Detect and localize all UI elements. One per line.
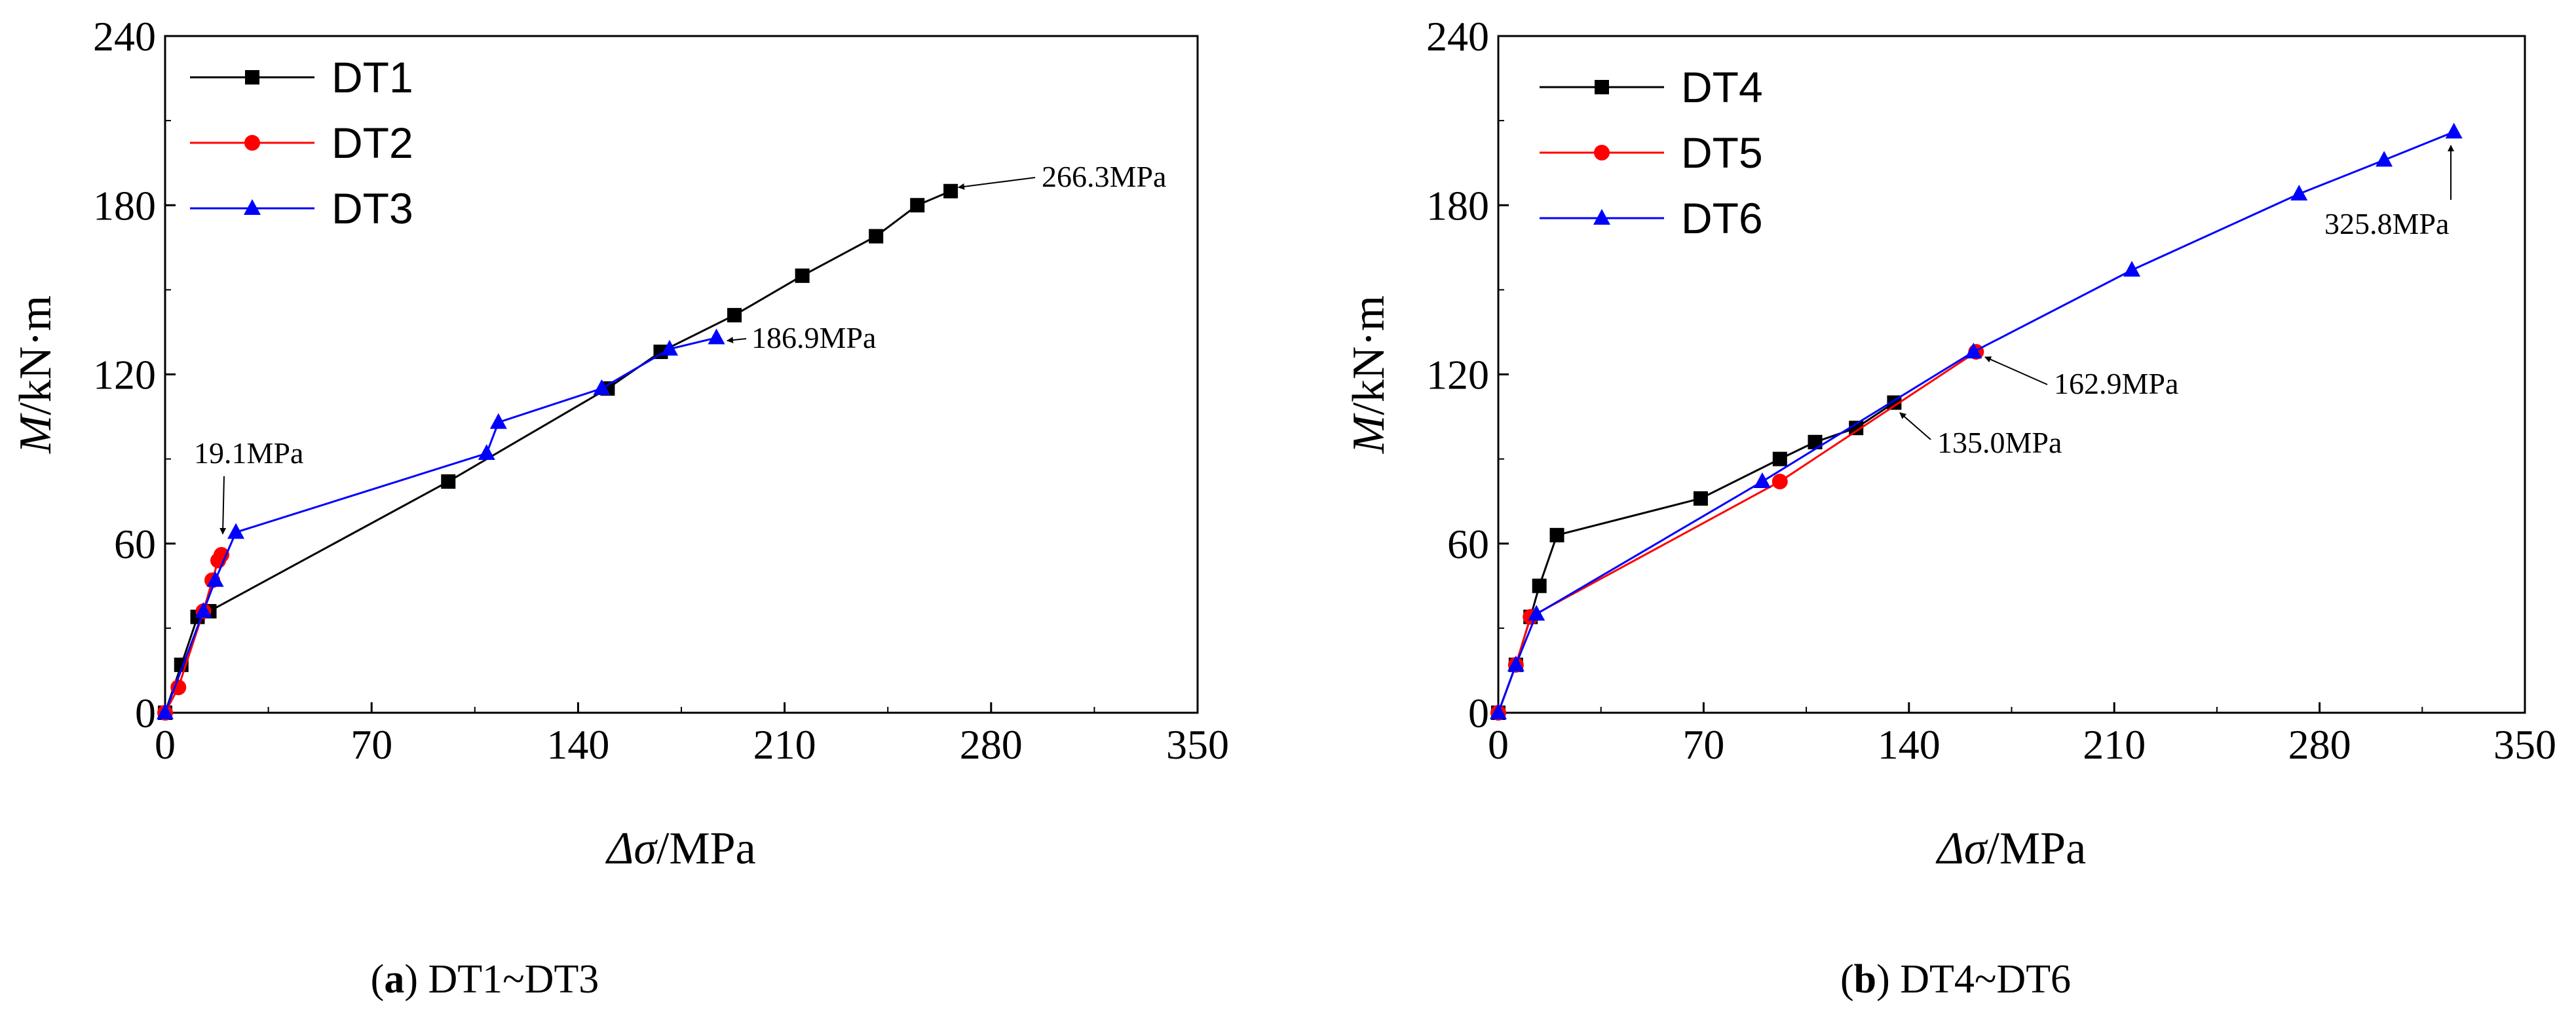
- data-point-dt3: [593, 379, 611, 396]
- data-point-dt4: [1849, 421, 1864, 436]
- data-point-dt1: [910, 198, 925, 213]
- annotation-label: 19.1MPa: [194, 436, 303, 470]
- data-point-dt6: [1753, 472, 1771, 489]
- data-point-dt6: [2376, 151, 2393, 167]
- y-tick-label: 120: [1426, 352, 1489, 398]
- legend-label-dt1: DT1: [331, 53, 413, 102]
- x-tick-label: 140: [546, 721, 609, 768]
- data-point-dt3: [227, 523, 245, 539]
- annotation-label: 325.8MPa: [2324, 207, 2449, 240]
- annotation-label: 266.3MPa: [1042, 160, 1166, 193]
- data-point-dt6: [1490, 704, 1507, 719]
- annotation-label: 162.9MPa: [2054, 367, 2178, 400]
- legend-marker-dt4: [1595, 80, 1609, 94]
- caption-b: (b) DT4~DT6: [1840, 957, 2071, 1002]
- annotation-arrow: [1899, 412, 1931, 440]
- data-point-dt3: [206, 571, 224, 587]
- legend-label-dt4: DT4: [1681, 63, 1763, 111]
- x-tick-label: 0: [1488, 721, 1509, 768]
- data-point-dt6: [2445, 123, 2463, 139]
- y-tick-label: 180: [1426, 182, 1489, 229]
- legend-marker-dt5: [1594, 145, 1610, 161]
- x-tick-label: 350: [1166, 721, 1229, 768]
- data-point-dt5: [1771, 474, 1788, 490]
- data-point-dt3: [478, 444, 495, 461]
- data-point-dt3: [489, 413, 507, 429]
- legend-label-dt6: DT6: [1681, 194, 1763, 242]
- y-tick-label: 0: [1468, 690, 1489, 736]
- x-axis-label: Δσ/MPa: [605, 823, 755, 874]
- legend-label-dt2: DT2: [331, 119, 413, 167]
- data-point-dt3: [708, 328, 725, 345]
- data-point-dt4: [1772, 451, 1787, 466]
- x-tick-label: 210: [2083, 721, 2146, 768]
- data-point-dt6: [1507, 655, 1525, 671]
- annotation-label: 135.0MPa: [1937, 426, 2062, 459]
- plot-frame: [1497, 35, 2526, 714]
- figure-captions: (a) DT1~DT3 (b) DT4~DT6: [371, 957, 2071, 1002]
- y-tick-label: 120: [93, 352, 156, 398]
- x-tick-label: 280: [2288, 721, 2351, 768]
- x-axis-label: Δσ/MPa: [1935, 823, 2086, 874]
- annotation-arrow: [727, 337, 747, 344]
- data-point-dt3: [660, 339, 678, 356]
- data-point-dt2: [170, 679, 187, 696]
- annotation-arrow: [1984, 356, 2048, 385]
- data-point-dt3: [157, 704, 174, 719]
- data-point-dt6: [1965, 343, 1982, 359]
- series-line-dt3: [164, 337, 717, 713]
- data-point-dt1: [869, 229, 884, 244]
- legend-marker-dt2: [244, 135, 260, 151]
- data-point-dt1: [727, 308, 742, 323]
- data-point-dt6: [2290, 185, 2308, 201]
- y-tick-label: 60: [1447, 521, 1489, 567]
- y-tick-label: 0: [135, 690, 156, 736]
- legend-marker-dt3: [244, 199, 261, 215]
- legend-marker-dt1: [245, 70, 259, 85]
- annotation-arrow: [958, 177, 1036, 190]
- y-tick-label: 60: [114, 521, 156, 567]
- series-line-dt4: [1497, 402, 1895, 713]
- legend-label-dt3: DT3: [331, 184, 413, 233]
- x-tick-label: 210: [753, 721, 816, 768]
- data-point-dt4: [1693, 491, 1708, 506]
- legend-marker-dt6: [1593, 209, 1610, 225]
- caption-a: (a) DT1~DT3: [371, 957, 599, 1002]
- y-axis-label: M/kN·m: [1344, 295, 1394, 454]
- x-tick-label: 70: [350, 721, 392, 768]
- data-point-dt4: [1532, 578, 1547, 594]
- plot-frame: [164, 35, 1199, 714]
- annotation-label: 186.9MPa: [751, 321, 876, 354]
- x-tick-label: 70: [1682, 721, 1724, 768]
- legend-label-dt5: DT5: [1681, 128, 1763, 177]
- y-axis-label: M/kN·m: [10, 295, 61, 454]
- data-point-dt1: [795, 268, 810, 283]
- y-tick-label: 180: [93, 182, 156, 229]
- data-point-dt6: [2123, 261, 2141, 277]
- data-point-dt4: [1808, 434, 1823, 449]
- y-tick-label: 240: [1426, 13, 1489, 60]
- annotation-arrow: [219, 476, 227, 535]
- data-point-dt1: [441, 474, 456, 489]
- data-point-dt4: [1549, 527, 1564, 542]
- x-tick-label: 280: [960, 721, 1023, 768]
- data-point-dt6: [1528, 605, 1545, 621]
- x-tick-label: 0: [155, 721, 176, 768]
- x-tick-label: 140: [1878, 721, 1941, 768]
- data-point-dt1: [943, 183, 958, 198]
- data-point-dt3: [195, 602, 212, 618]
- chart-panel-b: 0 70 140 210 280 350 0 60 120 180 240 Δσ/MPa M/kN·m D…: [1344, 13, 2556, 874]
- chart-panel-a: 0 70 140 210 280 350 0 60 120 180 240 Δσ/MPa M/kN·m D…: [10, 13, 1229, 874]
- y-tick-label: 240: [93, 13, 156, 60]
- x-tick-label: 350: [2493, 721, 2556, 768]
